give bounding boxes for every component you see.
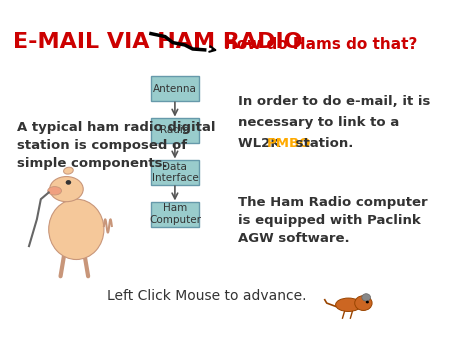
Text: Left Click Mouse to advance.: Left Click Mouse to advance. xyxy=(107,289,306,304)
Text: In order to do e-mail, it is: In order to do e-mail, it is xyxy=(238,95,430,108)
Text: PMBO: PMBO xyxy=(266,137,311,150)
FancyBboxPatch shape xyxy=(151,76,198,101)
Circle shape xyxy=(366,301,369,304)
Text: Ham
Computer: Ham Computer xyxy=(149,203,201,225)
Text: How do Hams do that?: How do Hams do that? xyxy=(224,37,418,52)
Text: Data
Interface: Data Interface xyxy=(152,162,198,183)
Text: station.: station. xyxy=(291,137,353,150)
Text: Radio: Radio xyxy=(160,125,189,136)
Text: A typical ham radio digital
station is composed of
simple components.: A typical ham radio digital station is c… xyxy=(17,121,216,170)
FancyBboxPatch shape xyxy=(151,160,198,185)
Ellipse shape xyxy=(50,176,83,202)
Text: necessary to link to a: necessary to link to a xyxy=(238,116,399,129)
Circle shape xyxy=(66,180,71,185)
Circle shape xyxy=(362,294,370,301)
Text: E-MAIL VIA HAM RADIO: E-MAIL VIA HAM RADIO xyxy=(13,31,303,52)
Circle shape xyxy=(355,296,372,311)
Ellipse shape xyxy=(63,167,73,174)
Text: The Ham Radio computer
is equipped with Paclink
AGW software.: The Ham Radio computer is equipped with … xyxy=(238,196,428,245)
Ellipse shape xyxy=(48,187,62,195)
Ellipse shape xyxy=(49,199,104,260)
Text: Antenna: Antenna xyxy=(153,83,197,94)
FancyBboxPatch shape xyxy=(151,118,198,143)
FancyBboxPatch shape xyxy=(151,202,198,227)
Text: WL2K: WL2K xyxy=(238,137,285,150)
Ellipse shape xyxy=(336,298,361,312)
